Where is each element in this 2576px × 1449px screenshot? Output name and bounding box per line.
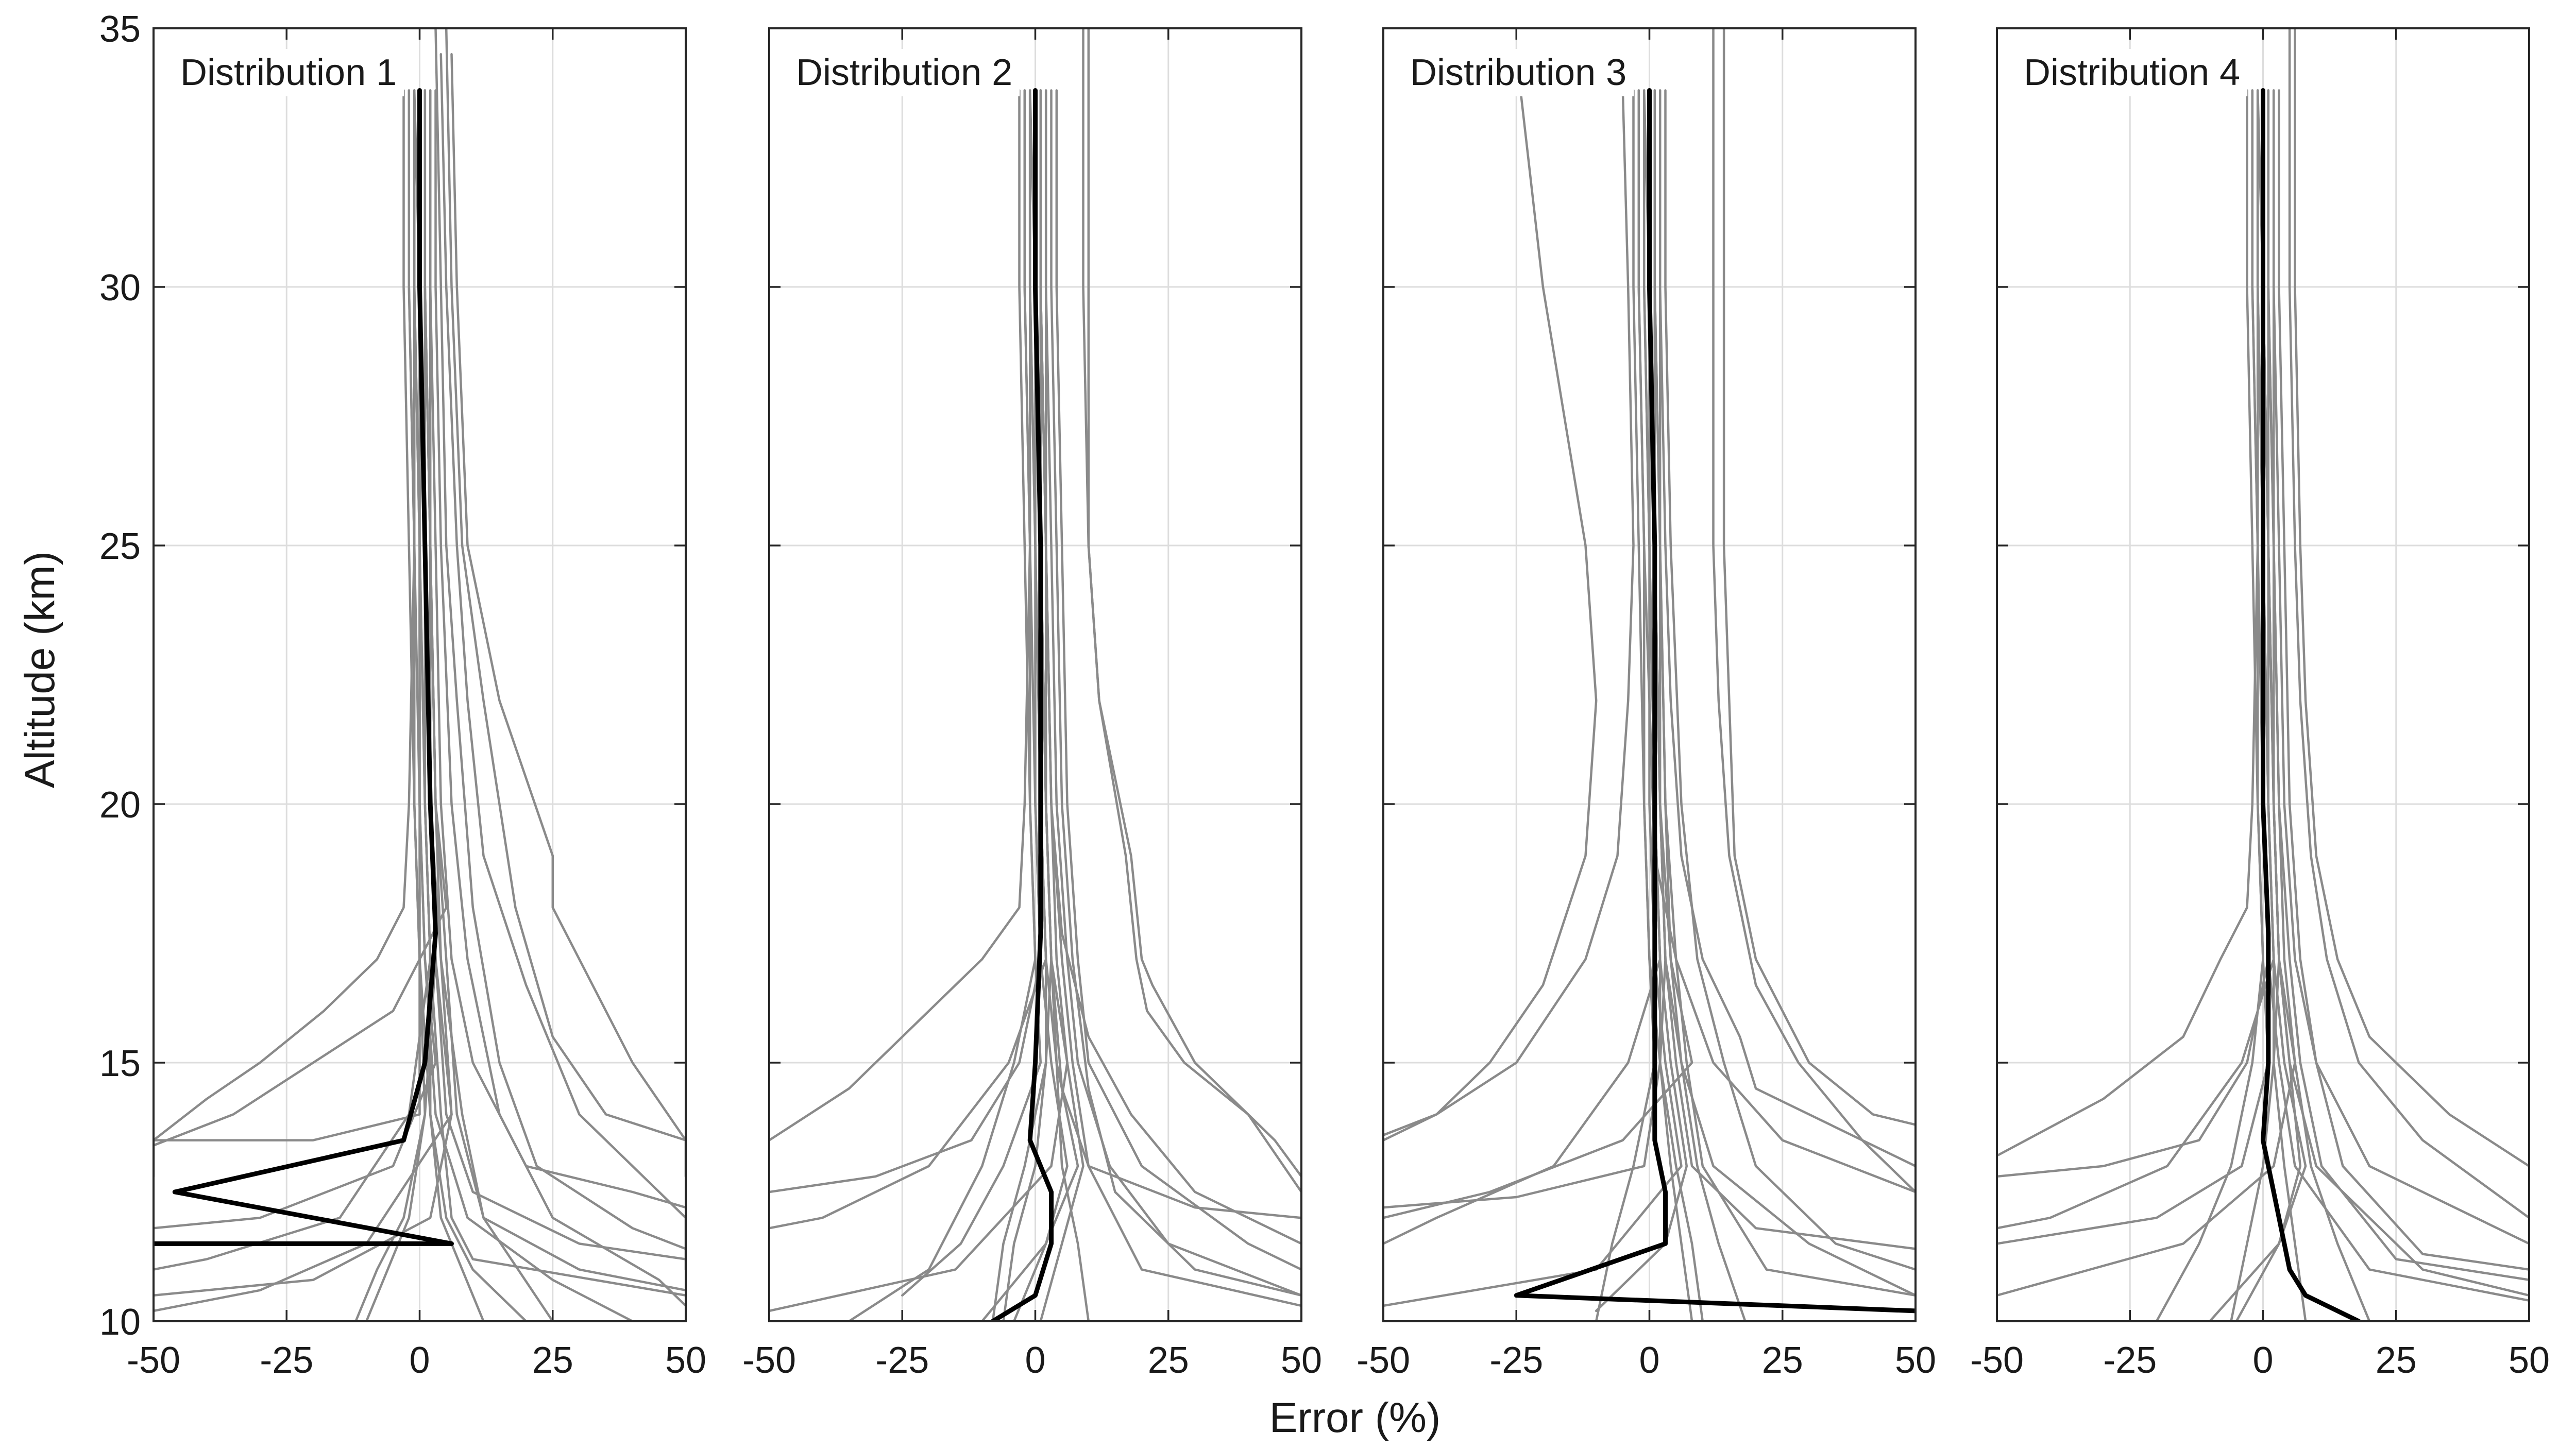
- x-tick-label: 50: [1281, 1340, 1322, 1381]
- x-tick-label: -50: [1357, 1340, 1410, 1381]
- panel-title-background: [2016, 49, 2248, 96]
- mean-line: [2261, 88, 2361, 1321]
- series-group: [1997, 28, 2529, 1321]
- ensemble-line: [423, 89, 554, 1321]
- panel-title: Distribution 2: [796, 52, 1012, 93]
- ensemble-line: [1658, 89, 1747, 1321]
- ensemble-line: [154, 89, 453, 1312]
- panel-title: Distribution 1: [180, 52, 397, 93]
- x-tick-label: 0: [1025, 1340, 1045, 1381]
- x-tick-label: 0: [409, 1340, 430, 1381]
- series-group: [1383, 28, 1916, 1321]
- series-group: [769, 28, 1301, 1321]
- ensemble-line: [434, 28, 686, 1250]
- ensemble-line: [413, 89, 634, 1321]
- panel-title: Distribution 3: [1410, 52, 1626, 93]
- x-tick-label: 50: [1895, 1340, 1936, 1381]
- ensemble-line: [2278, 89, 2529, 1271]
- panel-title-background: [1403, 49, 1634, 96]
- ensemble-line: [2288, 28, 2529, 1219]
- mean-line: [1514, 88, 1916, 1314]
- ensemble-line: [1658, 89, 1916, 1168]
- panel-1: -50 -25 0 25 50 10 15 20 25 30 35 Distribution 1: [99, 9, 706, 1381]
- x-tick-label: -50: [742, 1340, 796, 1381]
- ensemble-line: [154, 89, 416, 1178]
- plot-frame: [1996, 27, 2530, 1322]
- ensemble-line: [1595, 89, 1656, 1321]
- x-tick-label: 0: [2252, 1340, 2273, 1381]
- ensemble-line: [450, 53, 686, 1178]
- ensemble-line: [439, 53, 686, 1271]
- y-tick-label: 15: [99, 1043, 141, 1084]
- panel-4: -50 -25 0 25 50 Distribution 4: [1970, 27, 2550, 1381]
- mean-line: [990, 88, 1054, 1321]
- ensemble-line: [1997, 89, 2259, 1157]
- x-tick-label: -25: [260, 1340, 313, 1381]
- ensemble-line: [1055, 89, 1301, 1271]
- x-tick-label: 25: [1762, 1340, 1803, 1381]
- plot-frame: [768, 27, 1302, 1322]
- ensemble-line: [2267, 89, 2529, 1281]
- panel-3: -50 -25 0 25 50 Distribution 3: [1357, 27, 1936, 1381]
- ensemble-line: [1712, 28, 1916, 1194]
- ensemble-line: [2272, 89, 2529, 1245]
- ensemble-line: [1039, 89, 1301, 1307]
- x-tick-label: 50: [2509, 1340, 2550, 1381]
- ensemble-line: [769, 89, 1031, 1141]
- x-tick-label: 50: [665, 1340, 706, 1381]
- ensemble-line: [1383, 89, 1635, 1141]
- x-tick-label: -50: [127, 1340, 180, 1381]
- panel-title-background: [173, 49, 404, 96]
- y-tick-label: 35: [99, 9, 141, 50]
- x-tick-label: -25: [2103, 1340, 2157, 1381]
- ensemble-line: [1653, 89, 1916, 1297]
- y-tick-label: 25: [99, 526, 141, 567]
- y-tick-label: 20: [99, 785, 141, 826]
- ensemble-line: [1664, 89, 1916, 1271]
- x-tick-label: 25: [532, 1340, 573, 1381]
- ensemble-line: [1039, 89, 1084, 1321]
- ensemble-line: [901, 89, 1042, 1297]
- y-axis-title: Altitude (km): [16, 551, 63, 788]
- panel-title-background: [789, 49, 1020, 96]
- panel-2: -50 -25 0 25 50 Distribution 2: [742, 27, 1322, 1381]
- ensemble-line: [1050, 89, 1301, 1297]
- x-tick-label: -25: [1489, 1340, 1543, 1381]
- ensemble-line: [2294, 28, 2529, 1168]
- ensemble-line: [1722, 28, 1916, 1126]
- ensemble-line: [1383, 53, 1598, 1136]
- ensemble-line: [1082, 28, 1301, 1194]
- x-axis-title: Error (%): [1269, 1394, 1441, 1441]
- series-group: [154, 28, 686, 1321]
- x-tick-label: -25: [875, 1340, 929, 1381]
- panel-title: Distribution 4: [2024, 52, 2240, 93]
- mean-line: [154, 88, 454, 1246]
- plot-frame: [152, 27, 687, 1322]
- ensemble-line: [445, 28, 686, 1141]
- ensemble-line: [1997, 89, 2270, 1245]
- x-tick-label: -50: [1970, 1340, 2024, 1381]
- ensemble-line: [434, 89, 686, 1307]
- ensemble-line: [1044, 89, 1301, 1297]
- x-tick-label: 25: [2376, 1340, 2417, 1381]
- ensemble-line: [1087, 28, 1301, 1178]
- y-tick-label: 10: [99, 1302, 141, 1343]
- y-tick-label: 30: [99, 267, 141, 309]
- ensemble-line: [429, 89, 686, 1209]
- plot-frame: [1382, 27, 1917, 1322]
- x-tick-label: 0: [1639, 1340, 1659, 1381]
- ensemble-line: [2272, 89, 2371, 1321]
- x-tick-label: 25: [1148, 1340, 1189, 1381]
